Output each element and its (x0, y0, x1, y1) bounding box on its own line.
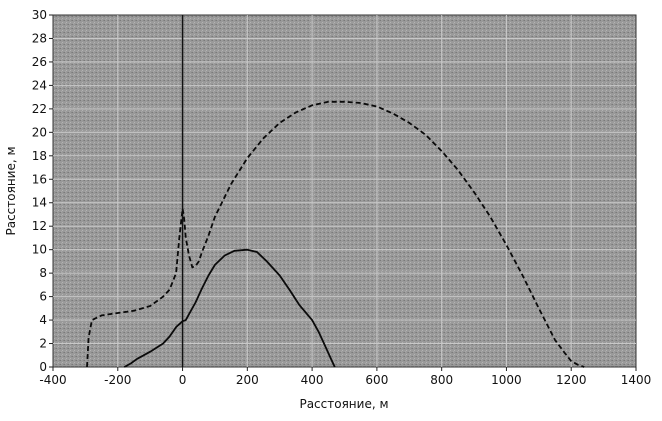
series-layer (86, 100, 585, 368)
y-tick-label: 26 (32, 55, 47, 69)
y-tick-label: 12 (32, 219, 47, 233)
x-tick-label: 1200 (556, 373, 587, 387)
y-tick-label: 6 (39, 290, 47, 304)
x-tick-label: 200 (236, 373, 259, 387)
x-tick-label: 1000 (491, 373, 522, 387)
x-tick-label: 1400 (621, 373, 652, 387)
solid-series-line (123, 248, 336, 368)
grid (53, 15, 636, 367)
plot-area (52, 14, 637, 368)
y-tick-label: 20 (32, 125, 47, 139)
dashed-series-line (86, 100, 585, 368)
y-tick-label: 14 (32, 196, 47, 210)
y-tick-label: 2 (39, 337, 47, 351)
y-tick-label: 10 (32, 243, 47, 257)
y-tick-label: 22 (32, 102, 47, 116)
x-tick-label: 400 (301, 373, 324, 387)
x-tick-label: -200 (104, 373, 131, 387)
x-tick-label: 800 (430, 373, 453, 387)
y-tick-label: 18 (32, 149, 47, 163)
x-axis-label: Расстояние, м (299, 397, 388, 411)
y-tick-label: 28 (32, 31, 47, 45)
x-tick-label: 0 (179, 373, 187, 387)
y-tick-label: 4 (39, 313, 47, 327)
y-tick-label: 30 (32, 8, 47, 22)
x-tick-labels: -400 -200 0 200 400 600 800 1000 1200 1400 (39, 367, 651, 387)
y-tick-label: 0 (39, 360, 47, 374)
y-axis-label: Расстояние, м (4, 146, 18, 235)
x-tick-label: 600 (365, 373, 388, 387)
x-tick-label: -400 (39, 373, 66, 387)
y-tick-label: 16 (32, 172, 47, 186)
y-tick-label: 8 (39, 266, 47, 280)
y-tick-label: 24 (32, 78, 47, 92)
